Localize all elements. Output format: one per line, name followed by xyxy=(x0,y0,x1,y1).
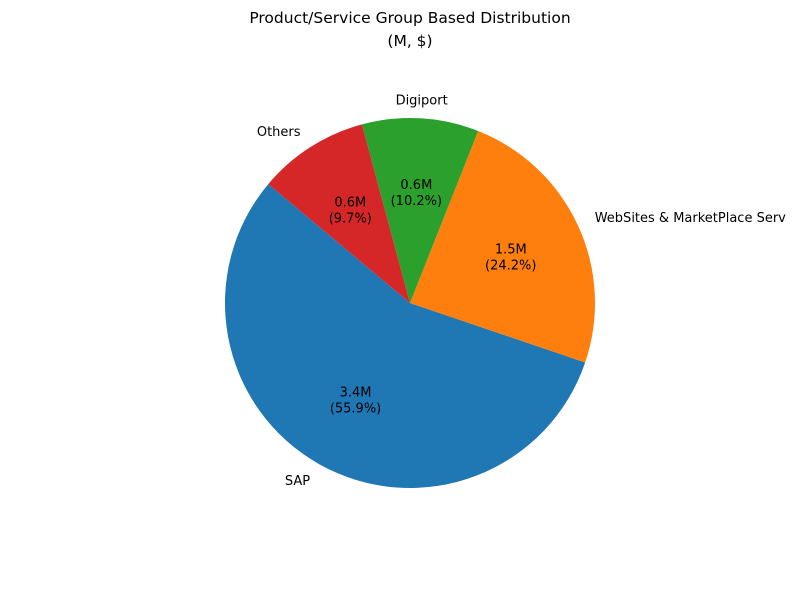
slice-value-digiport: 0.6M xyxy=(400,178,432,193)
pie-slices xyxy=(225,118,596,488)
slice-percent-websites: (24.2%) xyxy=(485,258,536,273)
slice-label-websites: WebSites & MarketPlace Serv xyxy=(595,211,786,226)
slice-label-sap: SAP xyxy=(285,474,310,489)
pie-slice-sap xyxy=(225,184,586,488)
slice-percent-sap: (55.9%) xyxy=(330,402,381,417)
pie-labels: SAP 3.4M(55.9%) WebSites & MarketPlace Ser… xyxy=(257,93,786,488)
chart-title-line2: (M, $) xyxy=(387,32,432,50)
slice-value-sap: 3.4M xyxy=(340,386,372,401)
slice-label-others: Others xyxy=(257,125,301,140)
slice-label-digiport: Digiport xyxy=(396,93,448,108)
slice-value-websites: 1.5M xyxy=(495,242,527,257)
pie-slice-websites xyxy=(410,131,596,363)
pie-slice-others xyxy=(268,124,410,303)
slice-percent-others: (9.7%) xyxy=(329,211,372,226)
slice-value-others: 0.6M xyxy=(334,195,366,210)
slice-percent-digiport: (10.2%) xyxy=(391,194,442,209)
chart-title-line1: Product/Service Group Based Distribution xyxy=(249,9,570,27)
pie-slice-digiport xyxy=(361,118,479,304)
